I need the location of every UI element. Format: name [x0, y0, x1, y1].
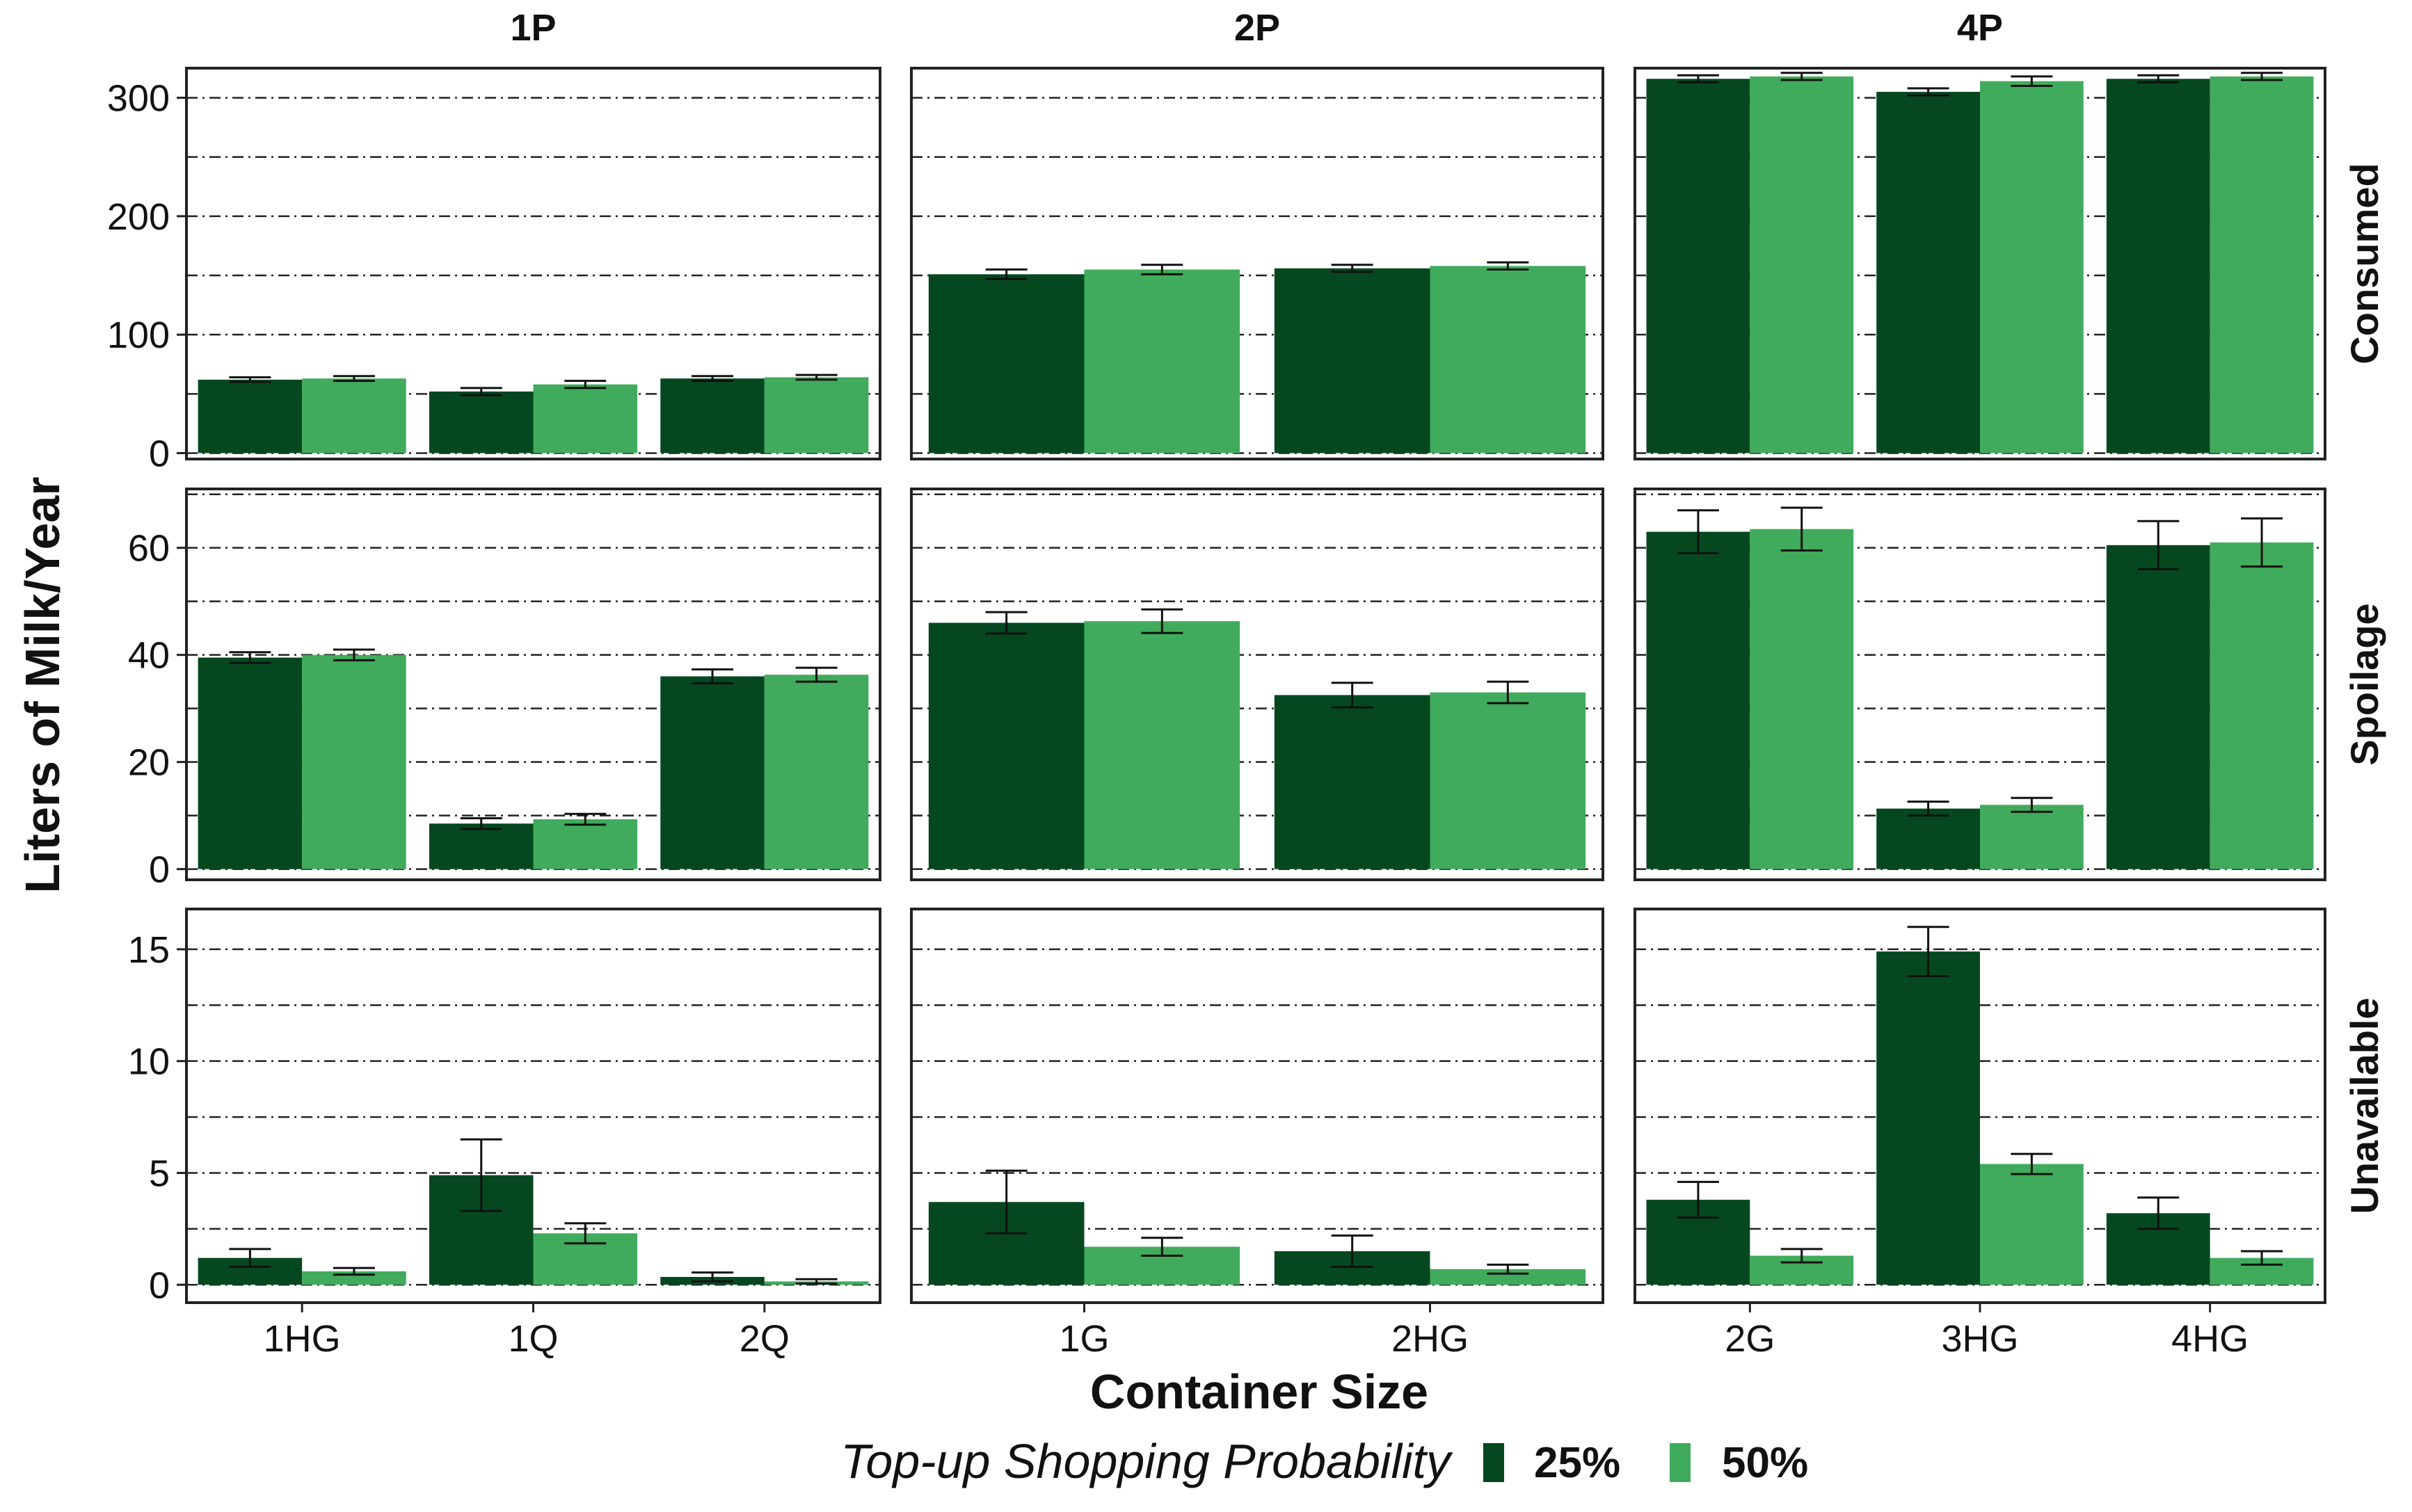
x-tick-label-1g: 1G	[1059, 1318, 1109, 1360]
y-tick-label-unavailable: 10	[128, 1041, 170, 1083]
column-strip-1p: 1P	[510, 7, 556, 49]
y-tick-label-spoilage: 20	[128, 742, 170, 784]
panel-frame-r0c2	[1634, 67, 2326, 460]
x-tick-label-2q: 2Q	[740, 1318, 790, 1360]
bar-spoilage-2hg-50-	[1430, 692, 1586, 869]
bar-unavailable-1hg-50-	[302, 1271, 406, 1285]
bar-unavailable-3hg-50-	[1980, 1164, 2084, 1285]
bar-consumed-2hg-50-	[1430, 266, 1586, 453]
bar-unavailable-3hg-25-	[1876, 951, 1980, 1285]
bar-consumed-3hg-25-	[1876, 92, 1980, 453]
y-tick-label-unavailable: 0	[149, 1264, 170, 1306]
bar-spoilage-1hg-25-	[198, 657, 303, 869]
legend: Top-up Shopping Probability 25% 50%	[840, 1434, 1808, 1488]
bar-spoilage-1g-50-	[1084, 621, 1240, 869]
bar-spoilage-1q-50-	[533, 819, 638, 869]
column-strip-4p: 4P	[1957, 7, 2003, 49]
bar-consumed-2g-25-	[1646, 79, 1750, 453]
legend-title: Top-up Shopping Probability	[840, 1434, 1453, 1488]
bar-spoilage-3hg-50-	[1980, 805, 2084, 869]
column-strip-2p: 2P	[1234, 7, 1280, 49]
bar-consumed-4hg-50-	[2210, 76, 2314, 453]
bar-spoilage-4hg-50-	[2210, 542, 2314, 869]
y-tick-label-consumed: 0	[149, 433, 170, 474]
panel-frame-r1c0	[185, 488, 881, 881]
bar-spoilage-1g-25-	[928, 622, 1085, 869]
panel-frame-r1c1	[910, 488, 1604, 881]
x-axis-title: Container Size	[1090, 1365, 1428, 1419]
y-tick-label-unavailable: 5	[149, 1152, 170, 1194]
bar-consumed-3hg-50-	[1980, 81, 2084, 453]
bar-consumed-2g-50-	[1750, 76, 1854, 453]
x-tick-label-1q: 1Q	[508, 1318, 558, 1360]
y-tick-label-consumed: 100	[107, 314, 170, 356]
bar-spoilage-2hg-25-	[1274, 695, 1430, 869]
error-bar-layer	[229, 72, 2283, 1285]
bar-spoilage-2q-50-	[764, 675, 869, 869]
panel-frame-r1c2	[1634, 488, 2326, 881]
bar-consumed-1q-25-	[429, 391, 534, 453]
bar-consumed-4hg-25-	[2106, 79, 2210, 453]
bar-consumed-1g-25-	[928, 274, 1085, 453]
row-strip-spoilage: Spoilage	[2342, 603, 2386, 765]
bar-consumed-2q-50-	[764, 377, 869, 453]
panel-frame-r0c0	[185, 67, 881, 460]
bar-spoilage-1hg-50-	[302, 654, 406, 869]
bar-consumed-1hg-50-	[302, 378, 406, 453]
y-tick-label-spoilage: 40	[128, 635, 170, 677]
axis-layer: 0 100 200 300 Consumed 0 20 40 60 Spoilage 0 5 10 15 1…	[107, 7, 2386, 1360]
y-tick-label-consumed: 200	[107, 196, 170, 238]
y-tick-label-unavailable: 15	[128, 929, 170, 971]
bar-layer	[198, 76, 2314, 1285]
bar-spoilage-3hg-25-	[1876, 808, 1980, 869]
legend-swatch-50	[1670, 1443, 1691, 1482]
bar-spoilage-2g-25-	[1646, 531, 1750, 869]
bar-spoilage-4hg-25-	[2106, 545, 2210, 869]
bar-spoilage-2g-50-	[1750, 529, 1854, 869]
panel-frame-r2c1	[910, 908, 1604, 1304]
bar-consumed-1hg-25-	[198, 379, 303, 453]
bar-consumed-2hg-25-	[1274, 268, 1430, 453]
x-tick-label-2hg: 2HG	[1391, 1318, 1469, 1360]
row-strip-unavailable: Unavailable	[2342, 997, 2386, 1214]
y-tick-label-consumed: 300	[107, 78, 170, 120]
bar-consumed-1g-50-	[1084, 269, 1240, 453]
legend-label-25: 25%	[1534, 1439, 1620, 1487]
bar-unavailable-2hg-50-	[1430, 1269, 1586, 1285]
x-tick-label-1hg: 1HG	[264, 1318, 341, 1360]
bar-consumed-2q-25-	[660, 378, 765, 453]
y-axis-title: Liters of Milk/Year	[15, 476, 70, 893]
x-tick-label-3hg: 3HG	[1941, 1318, 2018, 1360]
x-tick-label-2g: 2G	[1725, 1318, 1775, 1360]
y-tick-label-spoilage: 60	[128, 528, 170, 570]
bar-spoilage-1q-25-	[429, 823, 534, 869]
legend-label-50: 50%	[1722, 1439, 1808, 1487]
panel-frame-r0c1	[910, 67, 1604, 460]
y-tick-label-spoilage: 0	[149, 849, 170, 891]
row-strip-consumed: Consumed	[2342, 163, 2386, 364]
x-tick-label-4hg: 4HG	[2171, 1318, 2249, 1360]
bar-spoilage-2q-25-	[660, 676, 765, 869]
legend-swatch-25	[1483, 1443, 1504, 1482]
bar-consumed-1q-50-	[533, 384, 638, 453]
